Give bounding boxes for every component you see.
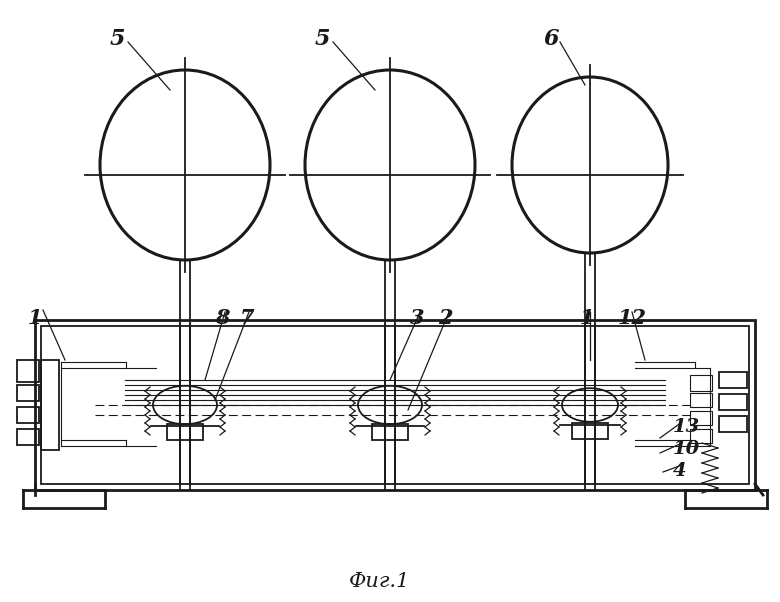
Bar	[167, 424, 203, 440]
Text: 10: 10	[673, 440, 700, 458]
Bar	[719, 416, 747, 432]
Text: 1: 1	[28, 308, 42, 328]
Bar	[719, 372, 747, 388]
Bar	[41, 326, 749, 484]
Text: 13: 13	[673, 418, 700, 436]
Bar	[719, 394, 747, 410]
Text: 6: 6	[543, 28, 558, 50]
Text: 1: 1	[580, 308, 594, 328]
Bar	[372, 424, 408, 440]
Bar	[35, 320, 755, 490]
Text: 5: 5	[315, 28, 331, 50]
Bar	[572, 423, 608, 439]
Bar	[690, 429, 712, 443]
Text: 5: 5	[110, 28, 126, 50]
Bar	[17, 360, 39, 382]
Text: 7: 7	[240, 308, 254, 328]
Bar	[690, 411, 712, 425]
Bar	[17, 385, 39, 401]
Bar	[41, 360, 59, 450]
Text: 4: 4	[673, 462, 686, 480]
Text: Фиг.1: Фиг.1	[349, 572, 410, 591]
Bar	[17, 407, 39, 423]
Bar	[17, 429, 39, 445]
Text: 2: 2	[438, 308, 452, 328]
Text: 3: 3	[410, 308, 424, 328]
Bar	[690, 375, 712, 391]
Text: 12: 12	[618, 308, 647, 328]
Text: 8: 8	[215, 308, 229, 328]
Bar	[690, 393, 712, 407]
